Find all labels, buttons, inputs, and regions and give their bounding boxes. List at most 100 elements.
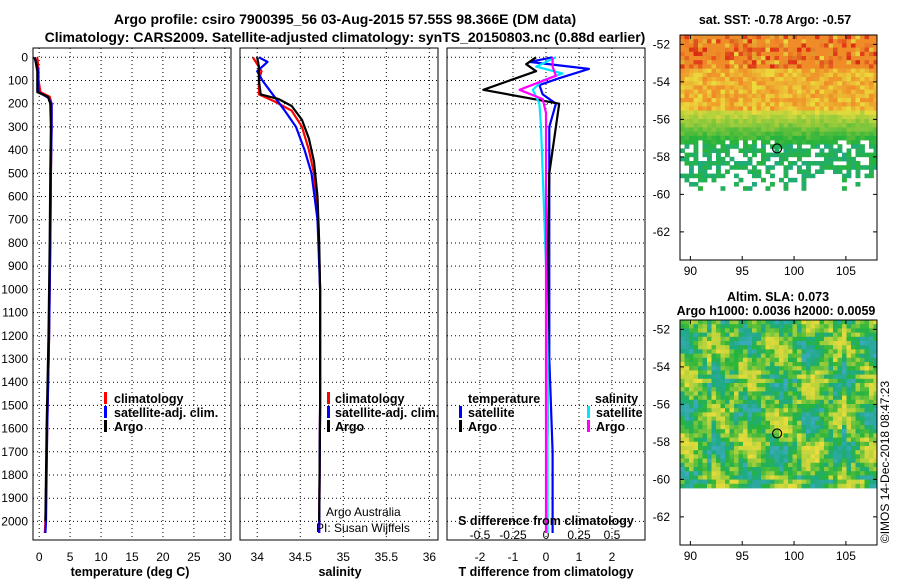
sst-cell bbox=[806, 131, 811, 137]
sla-cell bbox=[738, 441, 744, 447]
sla-cell bbox=[806, 341, 811, 346]
sla-cell bbox=[792, 433, 798, 438]
sla-cell bbox=[729, 387, 735, 392]
sla-cell bbox=[810, 399, 816, 405]
sst-cell bbox=[864, 98, 870, 103]
sst-cell bbox=[756, 102, 762, 107]
sla-cell bbox=[806, 378, 811, 384]
sla-cell bbox=[873, 370, 877, 375]
sst-cell bbox=[725, 89, 730, 95]
sla-cell bbox=[779, 416, 784, 422]
sla-cell bbox=[774, 370, 780, 375]
sla-cell bbox=[855, 420, 861, 426]
sla-cell bbox=[792, 345, 798, 350]
x-tick-label: 20 bbox=[156, 550, 170, 564]
sla-cell bbox=[765, 408, 771, 413]
sst-cell bbox=[734, 131, 739, 137]
sla-cell bbox=[801, 341, 807, 346]
sla-cell bbox=[801, 475, 807, 480]
sst-cell bbox=[837, 77, 843, 82]
sla-cell bbox=[846, 404, 852, 409]
sla-cell bbox=[779, 370, 784, 375]
sla-cell bbox=[734, 404, 739, 409]
sla-cell bbox=[846, 483, 852, 489]
sla-cell bbox=[680, 341, 685, 346]
sst-cell bbox=[842, 106, 847, 111]
sla-cell bbox=[770, 425, 775, 430]
sst-cell bbox=[752, 144, 757, 149]
sla-cell bbox=[806, 387, 811, 392]
sst-cell bbox=[743, 77, 748, 82]
temperature-panel-frame bbox=[32, 47, 232, 541]
sst-cell bbox=[842, 110, 847, 116]
sst-cell bbox=[747, 60, 753, 65]
sla-cell bbox=[680, 450, 685, 455]
sst-cell bbox=[783, 43, 789, 48]
sst-cell bbox=[873, 64, 877, 69]
sst-cell bbox=[747, 93, 753, 99]
sla-cell bbox=[846, 450, 852, 455]
sst-cell bbox=[707, 56, 712, 61]
sla-cell bbox=[747, 483, 753, 489]
sst-cell bbox=[873, 156, 877, 162]
sla-cell bbox=[693, 458, 699, 464]
sla-cell bbox=[815, 420, 820, 426]
sst-cell bbox=[770, 85, 775, 90]
sla-cell bbox=[806, 441, 811, 447]
sla-cell bbox=[725, 399, 730, 405]
sla-cell bbox=[833, 374, 838, 380]
sla-cell bbox=[860, 332, 865, 338]
sst-cell bbox=[869, 114, 874, 120]
sla-cell bbox=[752, 420, 757, 426]
sla-cell bbox=[869, 332, 874, 338]
sst-cell bbox=[680, 81, 685, 86]
sst-cell bbox=[869, 123, 874, 128]
sla-cell bbox=[747, 362, 753, 367]
sst-cell bbox=[842, 123, 847, 128]
sst-cell bbox=[819, 152, 825, 158]
sst-cell bbox=[797, 131, 802, 137]
sla-cell bbox=[824, 433, 829, 438]
sla-cell bbox=[684, 357, 690, 363]
sla-cell bbox=[729, 320, 735, 325]
sst-cell bbox=[833, 77, 838, 82]
sst-cell bbox=[729, 39, 735, 44]
sla-cell bbox=[770, 336, 775, 342]
sla-cell bbox=[707, 362, 712, 367]
sst-cell bbox=[869, 161, 874, 166]
sla-cell bbox=[788, 383, 793, 388]
sst-cell bbox=[846, 102, 852, 107]
sst-cell bbox=[689, 106, 694, 111]
sla-cell bbox=[792, 475, 798, 480]
sla-cell bbox=[743, 328, 748, 333]
sla-cell bbox=[824, 462, 829, 468]
sst-cell bbox=[873, 51, 877, 57]
sla-cell bbox=[855, 353, 861, 359]
sla-cell bbox=[756, 467, 762, 472]
sst-cell bbox=[819, 35, 825, 40]
sst-cell bbox=[720, 186, 726, 191]
sst-cell bbox=[797, 89, 802, 95]
sst-argo-marker bbox=[772, 143, 783, 154]
sst-cell bbox=[864, 135, 870, 141]
series-layer bbox=[33, 56, 591, 534]
sst-cell bbox=[716, 165, 721, 170]
sla-cell bbox=[747, 336, 753, 342]
sla-cell bbox=[702, 345, 708, 350]
sla-cell bbox=[864, 454, 870, 459]
sst-cell bbox=[689, 81, 694, 86]
sst-cell bbox=[819, 47, 825, 53]
sst-cell bbox=[716, 131, 721, 137]
sst-cell bbox=[846, 60, 852, 65]
sla-cell bbox=[851, 378, 856, 384]
sst-cell bbox=[783, 114, 789, 120]
sst-map-cells bbox=[680, 35, 877, 191]
sla-cell bbox=[806, 362, 811, 367]
sst-cell bbox=[698, 165, 703, 170]
sla-cell bbox=[693, 479, 699, 485]
sst-cell bbox=[689, 102, 694, 107]
sst-cell bbox=[707, 144, 712, 149]
sst-cell bbox=[797, 119, 802, 124]
sla-cell bbox=[702, 391, 708, 396]
